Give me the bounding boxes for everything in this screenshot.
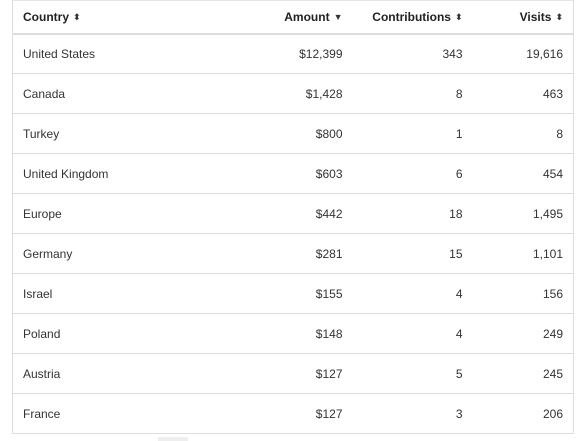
column-header-country[interactable]: Country ⬍ xyxy=(12,0,163,35)
cell-visits: 454 xyxy=(472,153,574,194)
cell-visits: 206 xyxy=(472,393,574,434)
cell-visits: 463 xyxy=(472,73,574,114)
contributions-by-country-table: Country ⬍ Amount ▼ Contributions ⬍ Visits ⬍ … xyxy=(12,0,574,434)
cell-country: Europe xyxy=(12,193,163,234)
cell-country: Poland xyxy=(12,313,163,354)
cell-contributions: 5 xyxy=(352,353,473,394)
cell-contributions: 15 xyxy=(352,233,473,274)
table-row: United States $12,399 343 19,616 xyxy=(12,34,574,74)
cell-country: Germany xyxy=(12,233,163,274)
contributions-table-container: Country ⬍ Amount ▼ Contributions ⬍ Visits ⬍ … xyxy=(12,0,574,434)
cell-contributions: 4 xyxy=(352,273,473,314)
cell-country: Turkey xyxy=(12,113,163,154)
sort-desc-icon: ▼ xyxy=(333,12,343,22)
cell-country: France xyxy=(12,393,163,434)
cell-contributions: 4 xyxy=(352,313,473,354)
cell-contributions: 18 xyxy=(352,193,473,234)
cell-amount: $281 xyxy=(162,233,353,274)
header-row: Country ⬍ Amount ▼ Contributions ⬍ Visits ⬍ xyxy=(12,0,574,35)
table-header: Country ⬍ Amount ▼ Contributions ⬍ Visits ⬍ xyxy=(12,0,574,35)
cell-visits: 8 xyxy=(472,113,574,154)
cell-visits: 19,616 xyxy=(472,34,574,74)
table-row: United Kingdom $603 6 454 xyxy=(12,153,574,194)
cell-amount: $800 xyxy=(162,113,353,154)
cell-visits: 1,101 xyxy=(472,233,574,274)
cell-country: Austria xyxy=(12,353,163,394)
sort-both-icon: ⬍ xyxy=(555,12,563,22)
column-header-visits[interactable]: Visits ⬍ xyxy=(472,0,574,35)
column-header-label: Contributions xyxy=(372,10,451,24)
table-row: Canada $1,428 8 463 xyxy=(12,73,574,114)
column-header-label: Country xyxy=(23,10,69,24)
column-header-contributions[interactable]: Contributions ⬍ xyxy=(352,0,473,35)
cell-contributions: 343 xyxy=(352,34,473,74)
cell-visits: 249 xyxy=(472,313,574,354)
horizontal-scrollbar-thumb[interactable] xyxy=(158,437,188,441)
cell-visits: 1,495 xyxy=(472,193,574,234)
table-row: Germany $281 15 1,101 xyxy=(12,233,574,274)
column-header-label: Amount xyxy=(284,10,330,24)
cell-amount: $442 xyxy=(162,193,353,234)
cell-contributions: 8 xyxy=(352,73,473,114)
cell-amount: $127 xyxy=(162,393,353,434)
cell-amount: $155 xyxy=(162,273,353,314)
table-row: Austria $127 5 245 xyxy=(12,353,574,394)
cell-country: Israel xyxy=(12,273,163,314)
cell-amount: $603 xyxy=(162,153,353,194)
cell-visits: 245 xyxy=(472,353,574,394)
column-header-label: Visits xyxy=(519,10,552,24)
table-row: Turkey $800 1 8 xyxy=(12,113,574,154)
cell-country: United Kingdom xyxy=(12,153,163,194)
cell-amount: $148 xyxy=(162,313,353,354)
table-row: Israel $155 4 156 xyxy=(12,273,574,314)
sort-both-icon: ⬍ xyxy=(73,12,81,22)
cell-country: United States xyxy=(12,34,163,74)
sort-both-icon: ⬍ xyxy=(454,12,463,22)
cell-contributions: 1 xyxy=(352,113,473,154)
table-row: France $127 3 206 xyxy=(12,393,574,434)
cell-amount: $12,399 xyxy=(162,34,353,74)
cell-contributions: 6 xyxy=(352,153,473,194)
table-row: Poland $148 4 249 xyxy=(12,313,574,354)
cell-amount: $127 xyxy=(162,353,353,394)
cell-country: Canada xyxy=(12,73,163,114)
table-body: United States $12,399 343 19,616 Canada … xyxy=(12,34,574,434)
table-row: Europe $442 18 1,495 xyxy=(12,193,574,234)
cell-contributions: 3 xyxy=(352,393,473,434)
cell-visits: 156 xyxy=(472,273,574,314)
cell-amount: $1,428 xyxy=(162,73,353,114)
column-header-amount[interactable]: Amount ▼ xyxy=(162,0,353,35)
